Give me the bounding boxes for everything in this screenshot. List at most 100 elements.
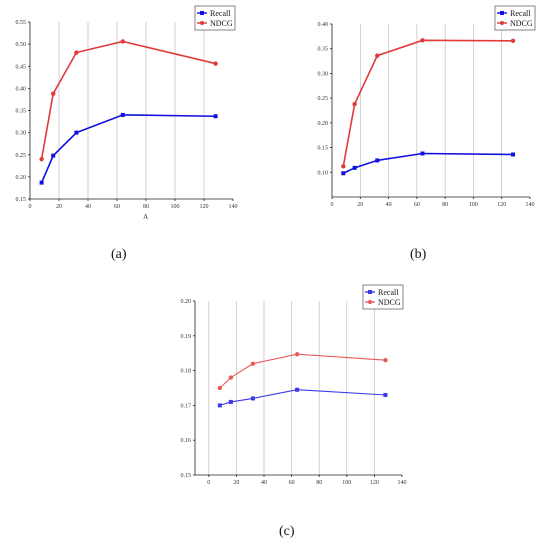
y-tick-label: 0.55 — [16, 20, 27, 26]
data-point-ndcg — [341, 164, 346, 169]
chart-a: 0.15 0.20 0.25 0.30 0.35 0.40 0.45 0.50 0.55 0 20 4… — [16, 5, 238, 221]
y-tick-label: 0.40 — [318, 22, 329, 28]
chart-b: 0.10 0.15 0.20 0.25 0.30 0.35 0.40 0 20 40 60 80 100… — [318, 5, 536, 208]
y-tick-label: 0.18 — [181, 369, 192, 375]
series-line-recall — [342, 152, 514, 174]
data-point-ndcg — [420, 38, 425, 43]
data-point-recall — [217, 403, 222, 408]
x-tick-label: 120 — [370, 480, 379, 486]
y-tick-label: 0.30 — [318, 71, 329, 77]
x-tick-label: 60 — [114, 204, 120, 210]
caption-c: (c) — [279, 524, 295, 539]
data-point-ndcg — [250, 361, 256, 366]
x-tick-label: 100 — [469, 202, 478, 208]
data-point-recall — [295, 387, 300, 392]
legend-box — [362, 284, 404, 310]
y-tick-label: 0.20 — [181, 299, 192, 305]
data-point-recall — [383, 392, 388, 397]
x-tick-label: 60 — [289, 480, 295, 486]
data-point-ndcg — [51, 91, 56, 96]
chart-c: 0.15 0.16 0.17 0.18 0.19 0.20 0 20 40 60 80 100 120 1… — [181, 284, 407, 486]
data-point-recall — [250, 396, 255, 401]
x-tick-label: 0 — [207, 480, 210, 486]
y-tick-label: 0.17 — [181, 403, 192, 409]
legend-marker-recall — [200, 11, 204, 15]
y-tick-label: 0.25 — [318, 96, 329, 102]
data-point-recall — [341, 171, 346, 176]
x-tick-label: 140 — [229, 204, 238, 210]
data-point-ndcg — [217, 385, 223, 391]
y-tick-label: 0.45 — [16, 64, 27, 70]
legend-marker-ndcg — [368, 300, 372, 304]
x-tick-label: 60 — [414, 202, 420, 208]
data-point-recall — [420, 151, 425, 156]
data-point-ndcg — [74, 50, 79, 55]
x-tick-label: 40 — [261, 480, 267, 486]
y-tick-label: 0.15 — [181, 473, 192, 479]
y-tick-label: 0.50 — [16, 42, 27, 48]
data-point-recall — [511, 152, 516, 157]
legend-label-ndcg: NDCG — [510, 19, 533, 28]
data-point-recall — [213, 114, 218, 119]
y-tick-label: 0.30 — [16, 131, 27, 137]
x-tick-label: 100 — [171, 204, 180, 210]
x-tick-label: 20 — [357, 202, 363, 208]
series-line-recall — [219, 389, 386, 406]
data-point-recall — [51, 153, 56, 158]
x-tick-label: 140 — [398, 480, 407, 486]
legend-marker-recall — [368, 290, 372, 294]
data-point-ndcg — [213, 61, 218, 66]
legend-box — [194, 5, 236, 31]
legend-marker-ndcg — [200, 21, 204, 25]
caption-a: (a) — [111, 247, 127, 262]
x-tick-label: 20 — [56, 204, 62, 210]
y-tick-label: 0.16 — [181, 438, 192, 444]
legend-label-recall: Recall — [378, 288, 399, 297]
data-point-ndcg — [120, 39, 126, 44]
series-line-ndcg — [219, 353, 386, 389]
data-point-ndcg — [375, 53, 380, 58]
x-tick-label: 80 — [143, 204, 149, 210]
legend-marker-recall — [500, 11, 504, 15]
legend-label-ndcg: NDCG — [378, 298, 401, 307]
x-tick-label: 140 — [526, 202, 535, 208]
y-tick-label: 0.15 — [318, 146, 329, 152]
x-tick-label: 0 — [29, 204, 32, 210]
x-tick-label: 20 — [233, 480, 239, 486]
legend-label-recall: Recall — [510, 9, 531, 18]
data-point-recall — [39, 180, 44, 185]
y-tick-label: 0.15 — [16, 197, 27, 203]
data-point-ndcg — [510, 38, 516, 44]
data-point-ndcg — [39, 156, 44, 162]
x-tick-label: 0 — [331, 202, 334, 208]
data-point-ndcg — [228, 375, 234, 380]
x-tick-label: 80 — [442, 202, 448, 208]
data-point-recall — [228, 399, 233, 404]
data-point-ndcg — [352, 101, 357, 107]
x-tick-label: 80 — [316, 480, 322, 486]
data-point-ndcg — [294, 352, 300, 357]
legend-marker-ndcg — [500, 21, 504, 25]
data-point-recall — [352, 165, 357, 170]
y-tick-label: 0.25 — [16, 153, 27, 159]
x-axis-label: A — [143, 213, 148, 221]
y-tick-label: 0.19 — [181, 334, 192, 340]
series-line-recall — [40, 114, 216, 183]
legend-box — [494, 5, 536, 31]
y-tick-label: 0.20 — [318, 121, 329, 127]
x-tick-label: 100 — [342, 480, 351, 486]
x-tick-label: 40 — [85, 204, 91, 210]
x-tick-label: 40 — [386, 202, 392, 208]
data-point-recall — [74, 130, 79, 135]
caption-b: (b) — [410, 247, 427, 262]
legend-label-recall: Recall — [210, 9, 231, 18]
y-tick-label: 0.40 — [16, 86, 27, 92]
x-tick-label: 120 — [200, 204, 209, 210]
y-tick-label: 0.35 — [318, 47, 329, 53]
data-point-recall — [120, 112, 125, 117]
y-tick-label: 0.35 — [16, 109, 27, 115]
y-tick-label: 0.10 — [318, 170, 329, 176]
data-point-recall — [375, 158, 380, 163]
series-line-ndcg — [342, 39, 514, 167]
data-point-ndcg — [383, 357, 388, 363]
